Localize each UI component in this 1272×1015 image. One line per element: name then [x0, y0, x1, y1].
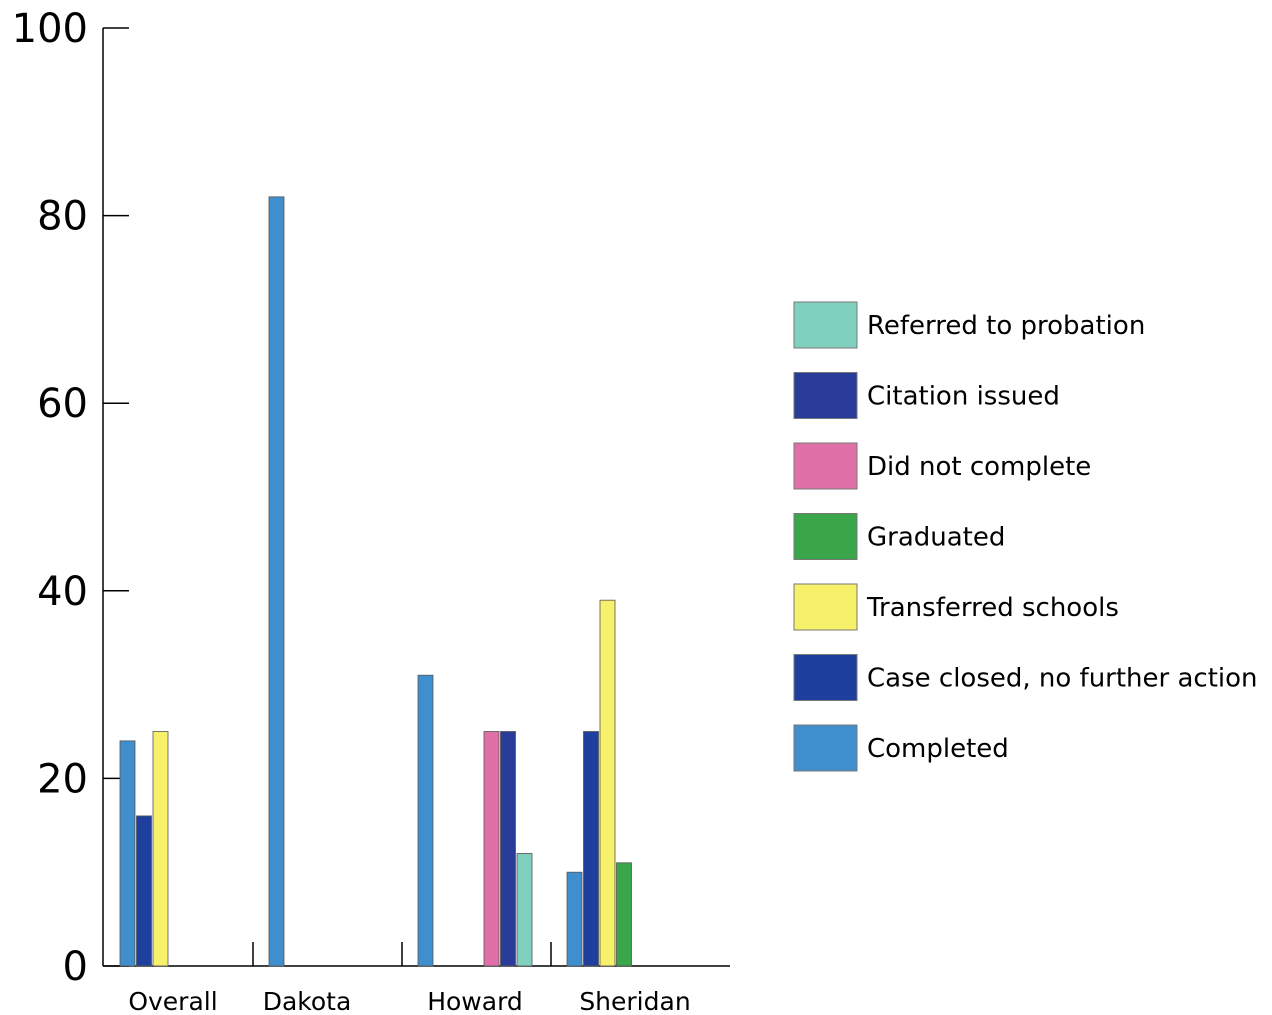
bar [583, 731, 599, 967]
x-axis: Overall Dakota Howard Sheridan [103, 942, 730, 1015]
legend-label: Citation issued [867, 382, 1060, 412]
legend-swatch [793, 724, 858, 772]
y-tick-label: 40 [37, 569, 88, 615]
legend-label: Graduated [867, 523, 1005, 553]
legend-label: Referred to probation [867, 311, 1145, 341]
x-tick-label: Howard [427, 987, 523, 1015]
bar [136, 815, 152, 967]
bar [599, 599, 616, 967]
y-tick-label: 60 [37, 381, 88, 427]
x-tick-label: Sheridan [579, 987, 690, 1015]
legend-label: Did not complete [867, 452, 1091, 482]
bars [119, 196, 632, 967]
legend-swatch [793, 301, 858, 349]
bar [483, 731, 500, 967]
bar [500, 731, 516, 967]
y-tick-label: 20 [37, 756, 88, 802]
legend-swatch [793, 654, 858, 701]
bar [268, 196, 285, 967]
bar [417, 674, 434, 967]
legend-label: Case closed, no further action [867, 664, 1258, 694]
legend-swatch [793, 513, 858, 560]
y-axis: 0 20 40 60 80 100 [12, 6, 129, 990]
legend-label: Completed [867, 734, 1009, 764]
y-tick-label: 100 [12, 6, 88, 52]
y-tick-label: 80 [37, 194, 88, 240]
bar [516, 853, 533, 967]
bar [566, 871, 583, 967]
bar [119, 740, 136, 967]
bar [616, 862, 632, 967]
y-tick-label: 0 [63, 944, 88, 990]
x-tick-label: Dakota [263, 987, 352, 1015]
legend-label: Transferred schools [866, 593, 1119, 623]
legend: Referred to probation Citation issued Did … [793, 301, 1258, 772]
bar [152, 731, 169, 967]
legend-swatch [793, 583, 858, 631]
x-tick-label: Overall [128, 987, 217, 1015]
legend-swatch [793, 372, 858, 419]
legend-swatch [793, 442, 858, 490]
